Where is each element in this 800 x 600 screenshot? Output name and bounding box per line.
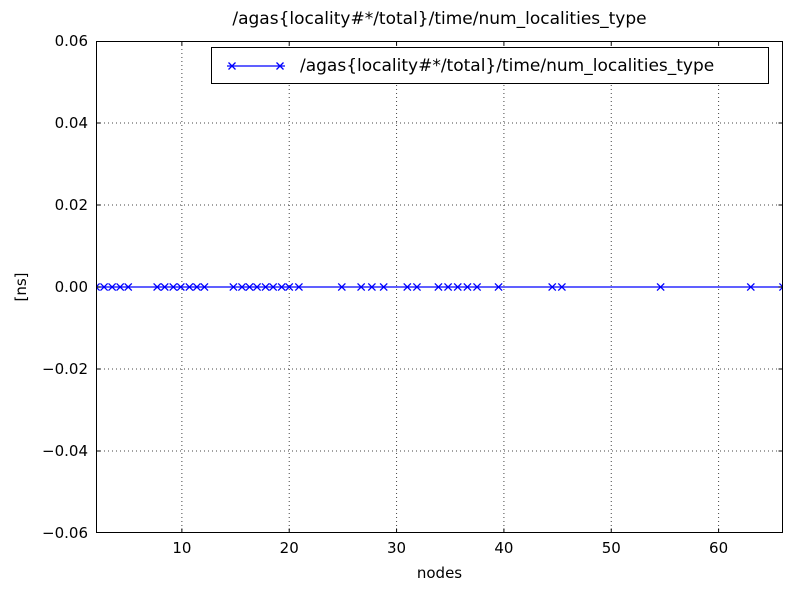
y-tick-label: 0.02 — [54, 196, 88, 214]
x-tick-label: 50 — [601, 539, 621, 557]
y-tick-label: 0.00 — [54, 278, 88, 296]
plot-area: /agas{locality#*/total}/time/num_localit… — [96, 41, 783, 533]
legend[interactable]: /agas{locality#*/total}/time/num_localit… — [211, 47, 769, 84]
chart-title: /agas{locality#*/total}/time/num_localit… — [232, 9, 647, 29]
legend-line-sample — [227, 61, 285, 70]
y-tick-label: −0.06 — [42, 524, 88, 542]
y-tick-label: 0.06 — [54, 32, 88, 50]
x-tick-label: 40 — [494, 539, 514, 557]
y-tick-label: 0.04 — [54, 114, 88, 132]
x-axis-label: nodes — [416, 564, 463, 582]
x-tick-label: 30 — [387, 539, 407, 557]
y-tick-label: −0.04 — [42, 442, 88, 460]
x-tick-label: 20 — [279, 539, 299, 557]
x-tick-label: 10 — [172, 539, 192, 557]
x-tick-label: 60 — [709, 539, 729, 557]
plot-canvas — [96, 41, 783, 533]
y-tick-label: −0.02 — [42, 360, 88, 378]
legend-label: /agas{locality#*/total}/time/num_localit… — [300, 55, 715, 76]
